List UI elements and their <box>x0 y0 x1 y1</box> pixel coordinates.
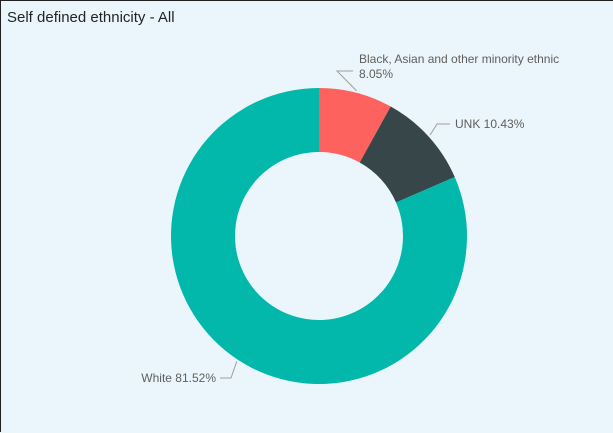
chart-title: Self defined ethnicity - All <box>7 9 175 26</box>
slice-label-white: White 81.52% <box>141 371 216 385</box>
slice-unk[interactable] <box>359 106 455 203</box>
slice-label-bame-value: 8.05% <box>359 67 393 81</box>
leader-line-bame <box>335 70 357 92</box>
leader-line-unk <box>429 123 450 136</box>
slice-label-bame-name: Black, Asian and other minority ethnic <box>359 52 559 66</box>
leader-line-white <box>220 361 238 379</box>
slice-label-unk: UNK 10.43% <box>455 117 525 131</box>
slice-label-bame: Black, Asian and other minority ethnic 8… <box>359 52 562 81</box>
slice-white[interactable] <box>171 88 467 385</box>
slice-bame[interactable] <box>319 88 391 163</box>
